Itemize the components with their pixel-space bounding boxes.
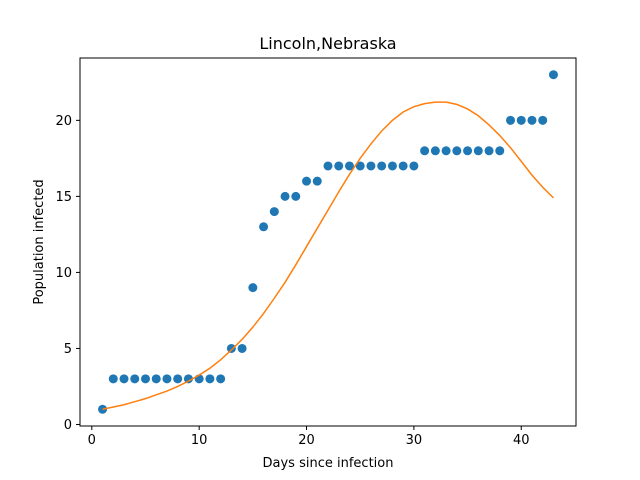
x-axis: 0 10 20 30 40 — [88, 426, 530, 448]
x-tick-label: 20 — [298, 433, 315, 448]
data-point — [495, 146, 505, 156]
data-point — [248, 283, 258, 293]
data-point — [291, 191, 301, 201]
data-point — [302, 176, 312, 186]
data-point — [538, 115, 548, 125]
data-point — [226, 343, 236, 353]
data-point — [183, 374, 193, 384]
data-point — [473, 146, 483, 156]
data-point — [334, 161, 344, 171]
data-point — [387, 161, 397, 171]
data-point — [484, 146, 494, 156]
y-tick-label: 15 — [55, 190, 72, 205]
y-axis: 0 5 10 15 20 — [55, 114, 80, 433]
data-point — [548, 70, 558, 80]
fit-curve-line — [102, 101, 554, 411]
x-tick-label: 40 — [513, 433, 530, 448]
x-tick-label: 10 — [191, 433, 208, 448]
plot-area — [98, 70, 558, 414]
data-point — [312, 176, 322, 186]
data-point — [323, 161, 333, 171]
data-point — [398, 161, 408, 171]
data-point — [527, 115, 537, 125]
data-point — [463, 146, 473, 156]
data-point — [355, 161, 365, 171]
y-tick-label: 0 — [64, 418, 72, 433]
data-point — [130, 374, 140, 384]
data-point — [377, 161, 387, 171]
data-point — [420, 146, 430, 156]
data-point — [516, 115, 526, 125]
data-point — [441, 146, 451, 156]
chart-title: Lincoln,Nebraska — [259, 34, 396, 53]
data-point — [259, 222, 269, 232]
data-point — [173, 374, 183, 384]
data-point — [506, 115, 516, 125]
data-point — [430, 146, 440, 156]
data-point — [344, 161, 354, 171]
data-point — [162, 374, 172, 384]
data-point — [366, 161, 376, 171]
y-tick-label: 5 — [64, 342, 72, 357]
x-tick-label: 0 — [88, 433, 96, 448]
data-point — [269, 207, 279, 217]
data-point — [452, 146, 462, 156]
data-point — [119, 374, 129, 384]
data-point — [237, 343, 247, 353]
x-tick-label: 30 — [406, 433, 423, 448]
x-axis-label: Days since infection — [263, 456, 394, 471]
data-point — [151, 374, 161, 384]
axes-frame — [79, 57, 577, 427]
data-point — [216, 374, 226, 384]
data-point — [140, 374, 150, 384]
data-point — [280, 191, 290, 201]
data-point — [108, 374, 118, 384]
y-axis-label: Population infected — [32, 179, 47, 304]
data-point — [205, 374, 215, 384]
y-tick-label: 10 — [55, 266, 72, 281]
data-point — [409, 161, 419, 171]
y-tick-label: 20 — [55, 114, 72, 129]
